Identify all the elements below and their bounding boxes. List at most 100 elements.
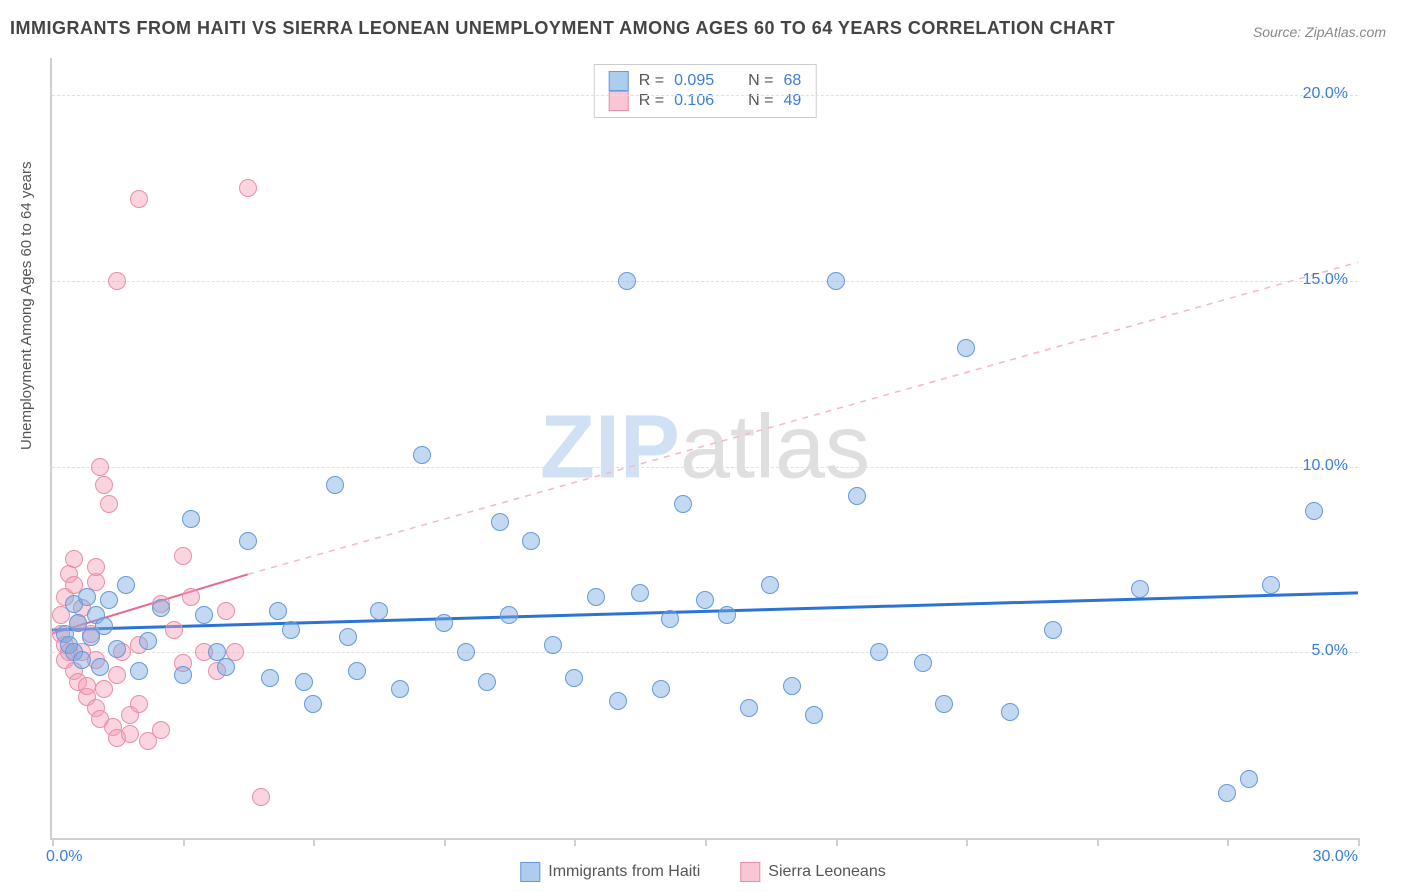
point-haiti [618, 272, 636, 290]
gridline [52, 281, 1358, 282]
point-sierra-leonean [182, 588, 200, 606]
x-tick-label: 30.0% [1313, 848, 1358, 866]
point-haiti [1240, 770, 1258, 788]
x-tick [444, 838, 446, 846]
point-sierra-leonean [152, 721, 170, 739]
watermark-part-b: atlas [680, 398, 870, 498]
point-haiti [370, 602, 388, 620]
legend-row-b: R = 0.106 N = 49 [609, 91, 802, 111]
point-haiti [282, 621, 300, 639]
point-haiti [870, 643, 888, 661]
point-haiti [217, 658, 235, 676]
x-tick [1358, 838, 1360, 846]
point-haiti [100, 591, 118, 609]
point-haiti [500, 606, 518, 624]
x-tick-label: 0.0% [46, 848, 82, 866]
point-haiti [740, 699, 758, 717]
point-sierra-leonean [78, 677, 96, 695]
point-haiti [914, 654, 932, 672]
point-sierra-leonean [174, 547, 192, 565]
point-haiti [587, 588, 605, 606]
point-sierra-leonean [91, 458, 109, 476]
point-haiti [182, 510, 200, 528]
point-sierra-leonean [130, 190, 148, 208]
point-haiti [827, 272, 845, 290]
gridline [52, 95, 1358, 96]
point-haiti [1218, 784, 1236, 802]
point-haiti [674, 495, 692, 513]
point-sierra-leonean [165, 621, 183, 639]
point-haiti [1262, 576, 1280, 594]
x-tick [1227, 838, 1229, 846]
point-haiti [91, 658, 109, 676]
point-haiti [609, 692, 627, 710]
correlation-legend: R = 0.095 N = 68 R = 0.106 N = 49 [594, 64, 817, 118]
point-haiti [522, 532, 540, 550]
point-haiti [195, 606, 213, 624]
n-value-a: 68 [783, 72, 801, 90]
point-haiti [152, 599, 170, 617]
point-haiti [696, 591, 714, 609]
swatch-a-icon [520, 862, 540, 882]
point-haiti [478, 673, 496, 691]
y-tick-label: 15.0% [1303, 271, 1348, 289]
point-sierra-leonean [65, 550, 83, 568]
point-haiti [108, 640, 126, 658]
point-haiti [295, 673, 313, 691]
x-tick [574, 838, 576, 846]
point-haiti [95, 617, 113, 635]
y-axis-label: Unemployment Among Ages 60 to 64 years [18, 161, 35, 450]
point-haiti [1001, 703, 1019, 721]
point-haiti [391, 680, 409, 698]
point-haiti [73, 651, 91, 669]
point-haiti [761, 576, 779, 594]
series-a-label: Immigrants from Haiti [548, 863, 700, 881]
source-label: Source: ZipAtlas.com [1253, 24, 1386, 40]
point-sierra-leonean [239, 179, 257, 197]
point-haiti [661, 610, 679, 628]
legend-item-a: Immigrants from Haiti [520, 862, 700, 882]
point-sierra-leonean [108, 272, 126, 290]
scatter-chart: ZIPatlas R = 0.095 N = 68 R = 0.106 N = … [50, 58, 1358, 840]
watermark-part-a: ZIP [540, 398, 680, 498]
legend-row-a: R = 0.095 N = 68 [609, 71, 802, 91]
point-sierra-leonean [217, 602, 235, 620]
x-tick [1097, 838, 1099, 846]
point-sierra-leonean [130, 695, 148, 713]
gridline [52, 467, 1358, 468]
point-sierra-leonean [252, 788, 270, 806]
point-haiti [631, 584, 649, 602]
point-haiti [783, 677, 801, 695]
point-haiti [139, 632, 157, 650]
x-tick [836, 838, 838, 846]
x-tick [313, 838, 315, 846]
point-haiti [261, 669, 279, 687]
y-tick-label: 10.0% [1303, 457, 1348, 475]
point-haiti [348, 662, 366, 680]
point-haiti [1044, 621, 1062, 639]
point-haiti [117, 576, 135, 594]
swatch-a-icon [609, 71, 629, 91]
point-haiti [435, 614, 453, 632]
x-tick [52, 838, 54, 846]
swatch-b-icon [740, 862, 760, 882]
point-haiti [957, 339, 975, 357]
point-haiti [326, 476, 344, 494]
point-haiti [457, 643, 475, 661]
point-haiti [130, 662, 148, 680]
point-haiti [339, 628, 357, 646]
point-haiti [718, 606, 736, 624]
gridline [52, 652, 1358, 653]
point-sierra-leonean [100, 495, 118, 513]
point-sierra-leonean [95, 680, 113, 698]
point-haiti [269, 602, 287, 620]
x-tick [183, 838, 185, 846]
point-haiti [174, 666, 192, 684]
point-haiti [78, 588, 96, 606]
y-tick-label: 20.0% [1303, 85, 1348, 103]
point-haiti [491, 513, 509, 531]
r-label: R = [639, 72, 664, 90]
series-b-label: Sierra Leoneans [768, 863, 885, 881]
point-sierra-leonean [121, 725, 139, 743]
point-haiti [848, 487, 866, 505]
